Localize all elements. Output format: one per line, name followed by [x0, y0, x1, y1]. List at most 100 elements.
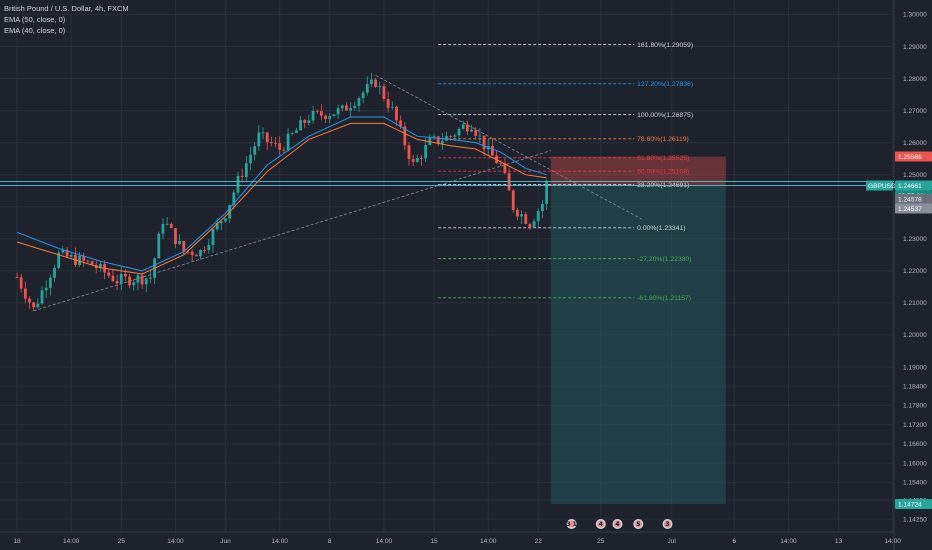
ema-lines — [16, 116, 547, 275]
candle-body — [211, 229, 215, 246]
time-tick-label: 25 — [118, 538, 126, 545]
candle-body — [407, 145, 411, 159]
ema40-legend[interactable]: EMA (40, close, 0) — [4, 26, 66, 35]
candle-body — [48, 277, 52, 288]
time-tick-label: 15 — [430, 538, 438, 545]
price-tick-label: 1.22000 — [903, 268, 927, 275]
time-tick-label: 14:00 — [271, 538, 288, 545]
candle-body — [65, 249, 69, 257]
candle-body — [111, 275, 115, 282]
candle-body — [374, 79, 378, 88]
candle-body — [174, 228, 177, 245]
candle-body — [299, 120, 302, 131]
candle-body — [124, 274, 127, 277]
candle-body — [361, 92, 365, 99]
price-tick-label: 1.21000 — [903, 300, 927, 307]
candle-body — [90, 261, 94, 266]
fib-label: 127.20%(1.27836) — [637, 81, 693, 88]
candle-body — [290, 133, 294, 134]
candle-body — [340, 105, 344, 109]
candle-body — [365, 83, 369, 93]
candle-body — [536, 211, 540, 222]
price-tick-label: 1.16000 — [903, 460, 927, 467]
candle-body — [432, 136, 436, 138]
candle-body — [190, 251, 194, 256]
fib-label: -27.20%(1.22380) — [637, 256, 691, 263]
event-flag-icon — [613, 520, 622, 528]
time-tick-label: 14:00 — [167, 538, 184, 545]
time-tick-label: 8 — [328, 538, 332, 545]
candle-body — [232, 192, 236, 205]
candle-body — [253, 146, 257, 155]
fib-label: 0.00%(1.23341) — [637, 225, 685, 232]
candle-body — [307, 120, 311, 123]
candle-body — [324, 115, 327, 120]
fib-label: -61.80%(1.21157) — [637, 295, 691, 302]
ema50-line — [16, 116, 547, 272]
candle-body — [349, 108, 352, 111]
candle-body — [265, 132, 269, 143]
candle-body — [311, 110, 315, 121]
price-tick-label: 1.27000 — [903, 108, 927, 115]
time-tick-label: 6 — [732, 538, 736, 545]
candle-body — [436, 136, 440, 144]
candles — [15, 73, 548, 312]
event-marker[interactable]: 4 — [595, 519, 606, 529]
ema50-legend[interactable]: EMA (50, close, 0) — [4, 15, 66, 24]
candle-body — [119, 274, 123, 284]
mid-price-tag-1: 1.24578 — [898, 196, 922, 203]
event-marker[interactable]: 3 — [662, 519, 673, 529]
time-tick-label: 14:00 — [63, 538, 80, 545]
candle-body — [382, 86, 386, 100]
time-tick-label: 14:00 — [480, 538, 497, 545]
mid-price-tag-1-bg — [895, 194, 932, 205]
candle-body — [15, 277, 19, 279]
fib-label: 50.00%(1.25108) — [637, 169, 689, 176]
candle-body — [169, 223, 173, 229]
price-tick-label: 1.17200 — [903, 422, 927, 429]
candle-body — [353, 105, 357, 109]
candle-body — [194, 255, 198, 257]
event-marker[interactable]: 3 1 — [566, 519, 577, 529]
candle-body — [136, 275, 140, 283]
candle-body — [36, 303, 40, 308]
candle-body — [236, 175, 240, 193]
candle-body — [149, 277, 152, 279]
price-tags: GBPUSD1.2466102:55:211.255661.245781.245… — [866, 151, 932, 509]
price-tick-label: 1.15400 — [903, 480, 927, 487]
trendlines — [33, 74, 643, 312]
candle-body — [490, 145, 494, 156]
candle-body — [474, 129, 478, 136]
candle-body — [465, 124, 469, 132]
event-count: 3 1 — [566, 521, 576, 528]
candle-body — [470, 129, 473, 132]
price-axis[interactable]: 1.30000 1.29000 1.28000 1.27000 1.26000 1.250… — [903, 12, 927, 524]
stop-price-tag-bg — [895, 151, 932, 162]
price-tick-label: 1.14250 — [903, 516, 927, 523]
candle-body — [503, 163, 507, 174]
event-markers[interactable]: 3 1 4 4 5 3 — [566, 519, 673, 529]
time-axis[interactable]: 18 14:00 25 14:00 Jun 14:00 8 14:00 15 14:00 22 25 J… — [13, 538, 932, 545]
time-tick-label: 14:00 — [884, 538, 901, 545]
time-tick-label: 14:00 — [376, 538, 393, 545]
time-tick-label: 13 — [835, 538, 843, 545]
event-marker[interactable]: 4 — [612, 519, 623, 529]
candle-body — [390, 106, 394, 108]
candle-body — [532, 221, 536, 228]
candle-body — [78, 255, 81, 265]
candle-body — [278, 143, 282, 150]
event-marker[interactable]: 5 — [633, 519, 644, 529]
candle-body — [107, 272, 111, 276]
candle-body — [57, 252, 61, 268]
candle-body — [28, 298, 31, 303]
candle-body — [61, 249, 65, 253]
candle-body — [178, 240, 182, 245]
symbol-title[interactable]: British Pound / U.S. Dollar, 4h, FXCM — [4, 4, 129, 13]
price-tick-label: 1.26000 — [903, 140, 927, 147]
candle-body — [182, 240, 186, 252]
fib-label: 61.80%(1.25525) — [637, 155, 689, 162]
candle-body — [219, 221, 223, 224]
candle-body — [274, 143, 277, 144]
